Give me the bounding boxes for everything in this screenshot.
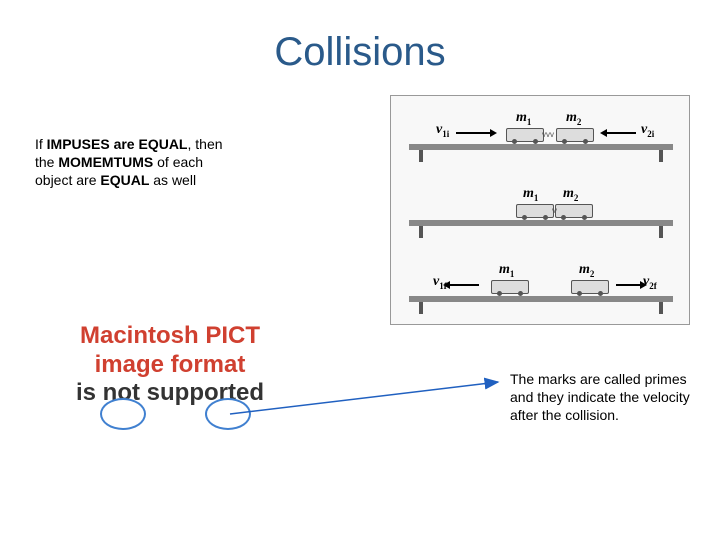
velocity-arrowhead-0-0 bbox=[490, 129, 497, 137]
page-title: Collisions bbox=[0, 30, 720, 75]
track-2 bbox=[409, 296, 673, 302]
cart-2-1 bbox=[571, 280, 609, 294]
velocity-arrowhead-2-1 bbox=[640, 281, 647, 289]
cart-0-0 bbox=[506, 128, 544, 142]
cart-1-0 bbox=[516, 204, 554, 218]
track-1 bbox=[409, 220, 673, 226]
post-2-1 bbox=[659, 302, 663, 314]
velocity-arrowhead-0-1 bbox=[600, 129, 607, 137]
mass-label-1-1: m2 bbox=[563, 186, 578, 203]
left-paragraph: If IMPUSES are EQUAL, thenthe MOMEMTUMS … bbox=[35, 135, 285, 190]
cart-2-0 bbox=[491, 280, 529, 294]
pict-error-box: Macintosh PICT image format is not suppo… bbox=[5, 290, 335, 440]
post-2-0 bbox=[419, 302, 423, 314]
pict-line2: image format bbox=[76, 351, 264, 380]
mass-label-1-0: m1 bbox=[523, 186, 538, 203]
cart-1-1 bbox=[555, 204, 593, 218]
velocity-label-0-1: v2i bbox=[641, 122, 654, 139]
post-0-1 bbox=[659, 150, 663, 162]
post-1-0 bbox=[419, 226, 423, 238]
velocity-label-0-0: v1i bbox=[436, 122, 449, 139]
right-paragraph: The marks are called primes and they ind… bbox=[510, 370, 690, 425]
post-1-1 bbox=[659, 226, 663, 238]
annotation-circle-0 bbox=[100, 398, 146, 430]
velocity-arrow-2-1 bbox=[616, 284, 641, 286]
post-0-0 bbox=[419, 150, 423, 162]
spring-1: vvv bbox=[552, 208, 557, 214]
mass-label-0-0: m1 bbox=[516, 110, 531, 127]
velocity-arrow-0-0 bbox=[456, 132, 491, 134]
cart-0-1 bbox=[556, 128, 594, 142]
mass-label-0-1: m2 bbox=[566, 110, 581, 127]
pict-line1: Macintosh PICT bbox=[76, 322, 264, 351]
collision-diagram: m1m2vvvv1iv2im1m2vvvm1m2v1fv2f bbox=[390, 95, 690, 325]
velocity-arrow-0-1 bbox=[606, 132, 636, 134]
mass-label-2-0: m1 bbox=[499, 262, 514, 279]
velocity-arrowhead-2-0 bbox=[443, 281, 450, 289]
mass-label-2-1: m2 bbox=[579, 262, 594, 279]
track-0 bbox=[409, 144, 673, 150]
annotation-circle-1 bbox=[205, 398, 251, 430]
velocity-arrow-2-0 bbox=[449, 284, 479, 286]
spring-0: vvv bbox=[542, 132, 558, 138]
